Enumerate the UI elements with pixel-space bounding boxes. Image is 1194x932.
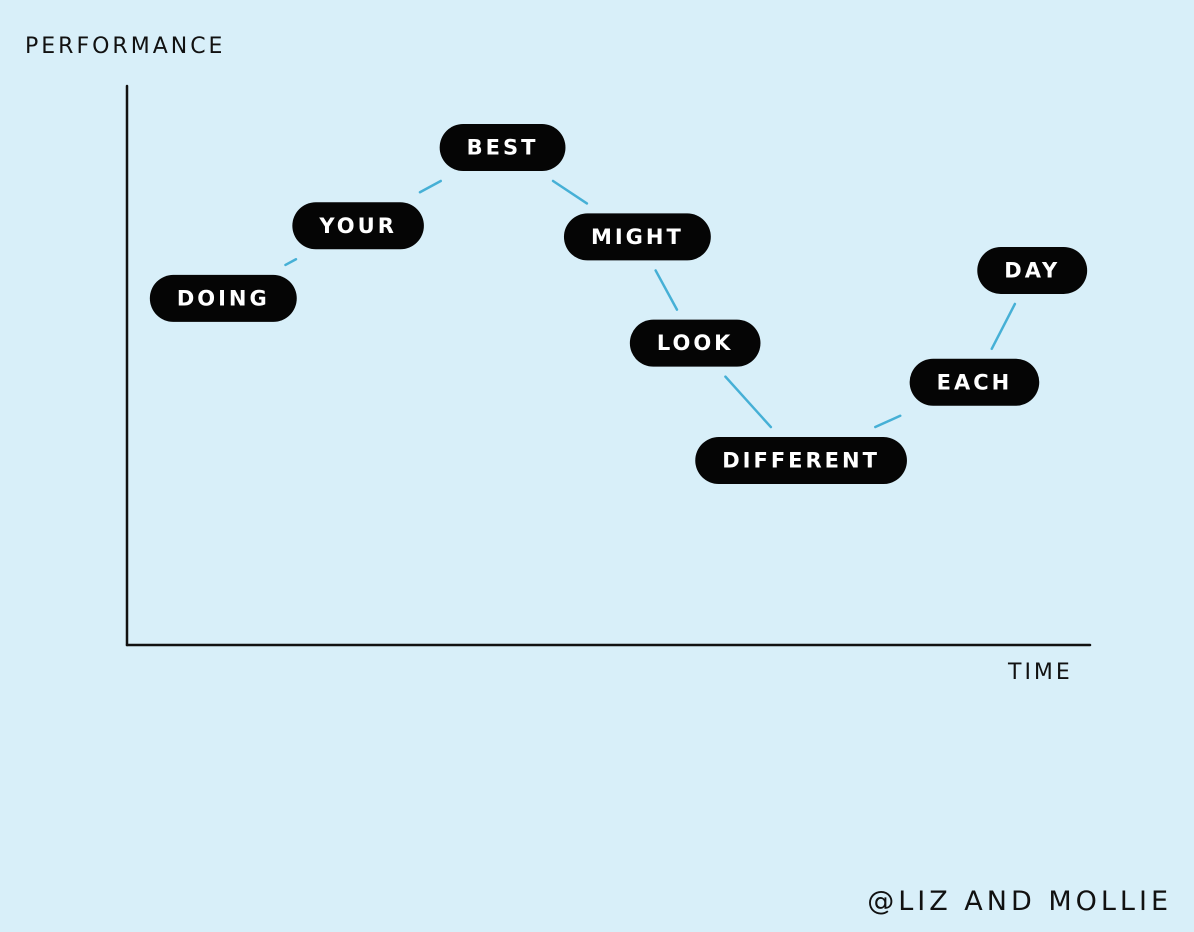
credit-text: @LIZ AND MOLLIE <box>867 886 1172 917</box>
word-pill-might: MIGHT <box>563 213 711 261</box>
connector-line <box>874 414 902 429</box>
word-pill-label: DIFFERENT <box>722 449 880 473</box>
word-pill-label: YOUR <box>318 214 397 238</box>
word-pill-bg <box>292 202 424 250</box>
word-pill-day: DAY <box>977 246 1088 294</box>
connector-line <box>654 269 679 311</box>
connector-line <box>551 179 589 205</box>
word-pill-bg <box>695 437 907 485</box>
word-pill-bg <box>563 213 711 261</box>
word-pill-your: YOUR <box>292 202 424 250</box>
word-pill-each: EACH <box>909 358 1040 406</box>
word-pill-different: DIFFERENT <box>695 437 907 485</box>
word-pill-label: DAY <box>1004 258 1060 282</box>
connector-line <box>418 179 442 194</box>
y-axis-label: PERFORMANCE <box>25 34 226 59</box>
word-pill-bg <box>909 358 1040 406</box>
word-pill-bg <box>629 319 761 367</box>
word-pill-bg <box>977 246 1088 294</box>
word-points: DOING YOUR BEST MIGHT LOOK DIFFERENT EACH DAY <box>149 123 1088 485</box>
word-pill-label: MIGHT <box>591 225 684 249</box>
word-pill-doing: DOING <box>149 274 297 322</box>
connector-line <box>990 302 1017 351</box>
word-pill-bg <box>149 274 297 322</box>
word-pill-bg <box>439 123 566 171</box>
x-axis-label: TIME <box>1008 660 1073 685</box>
connector-line <box>284 258 298 267</box>
word-pill-label: EACH <box>937 370 1013 394</box>
word-pill-label: DOING <box>177 286 270 310</box>
connector-line <box>724 375 773 429</box>
connector-lines <box>284 179 1017 429</box>
word-pill-best: BEST <box>439 123 566 171</box>
word-pill-label: BEST <box>467 135 539 159</box>
word-pill-look: LOOK <box>629 319 761 367</box>
word-pill-label: LOOK <box>657 331 734 355</box>
